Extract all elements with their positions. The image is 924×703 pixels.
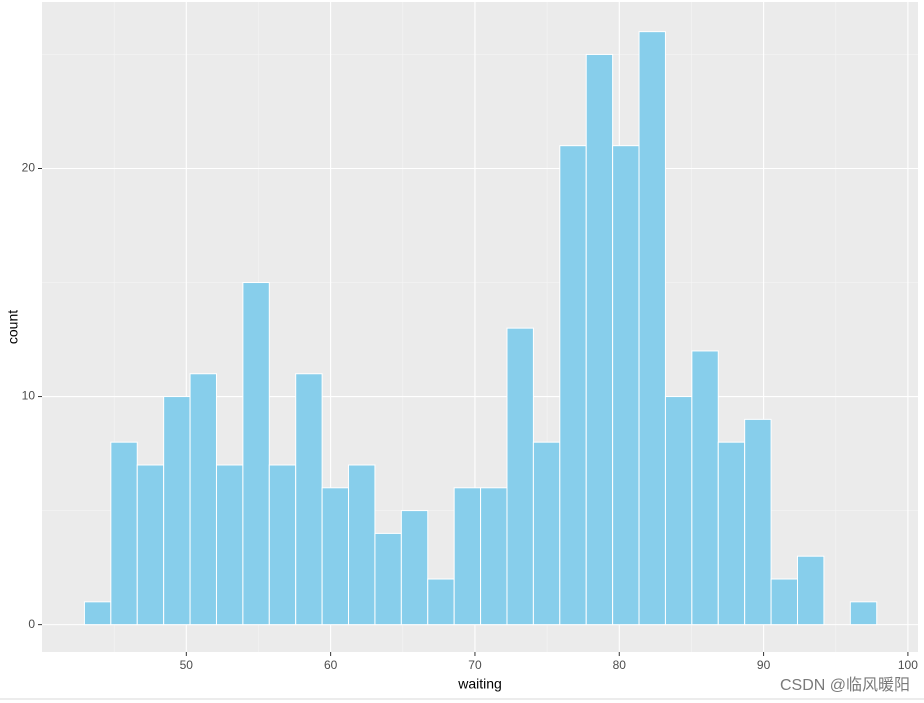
bar bbox=[506, 327, 534, 626]
bar bbox=[215, 464, 244, 626]
watermark: CSDN @临风暖阳 bbox=[780, 676, 910, 694]
y-tick-label: 20 bbox=[22, 161, 36, 175]
x-tick-label: 90 bbox=[757, 658, 771, 672]
bar bbox=[136, 464, 165, 626]
bar bbox=[321, 487, 350, 626]
bar bbox=[400, 510, 429, 626]
x-tick-label: 80 bbox=[613, 658, 627, 672]
bar bbox=[268, 464, 297, 626]
bar bbox=[295, 373, 323, 626]
bar bbox=[559, 145, 587, 626]
x-tick-label: 50 bbox=[180, 658, 194, 672]
bar bbox=[242, 282, 270, 626]
bar bbox=[744, 418, 772, 626]
bar bbox=[691, 350, 719, 626]
bar bbox=[83, 601, 112, 626]
y-tick-label: 0 bbox=[28, 617, 35, 631]
bar bbox=[532, 441, 561, 626]
bar bbox=[664, 396, 693, 626]
bar bbox=[612, 145, 640, 626]
bar bbox=[849, 601, 878, 626]
bar bbox=[163, 396, 191, 626]
bar bbox=[374, 532, 402, 626]
bar bbox=[110, 441, 138, 626]
bar bbox=[427, 578, 455, 626]
x-axis-title: waiting bbox=[457, 676, 502, 692]
x-tick-label: 70 bbox=[468, 658, 482, 672]
x-tick-label: 100 bbox=[898, 658, 918, 672]
bar bbox=[717, 441, 746, 626]
bar bbox=[585, 53, 614, 626]
bar bbox=[770, 578, 798, 626]
bar bbox=[348, 464, 376, 626]
bar bbox=[453, 487, 482, 626]
bar bbox=[796, 555, 825, 626]
y-axis-title: count bbox=[5, 310, 21, 344]
y-tick-label: 10 bbox=[22, 389, 36, 403]
bar bbox=[638, 31, 666, 626]
bar bbox=[189, 373, 217, 626]
x-tick-label: 60 bbox=[324, 658, 338, 672]
bar bbox=[480, 487, 508, 626]
